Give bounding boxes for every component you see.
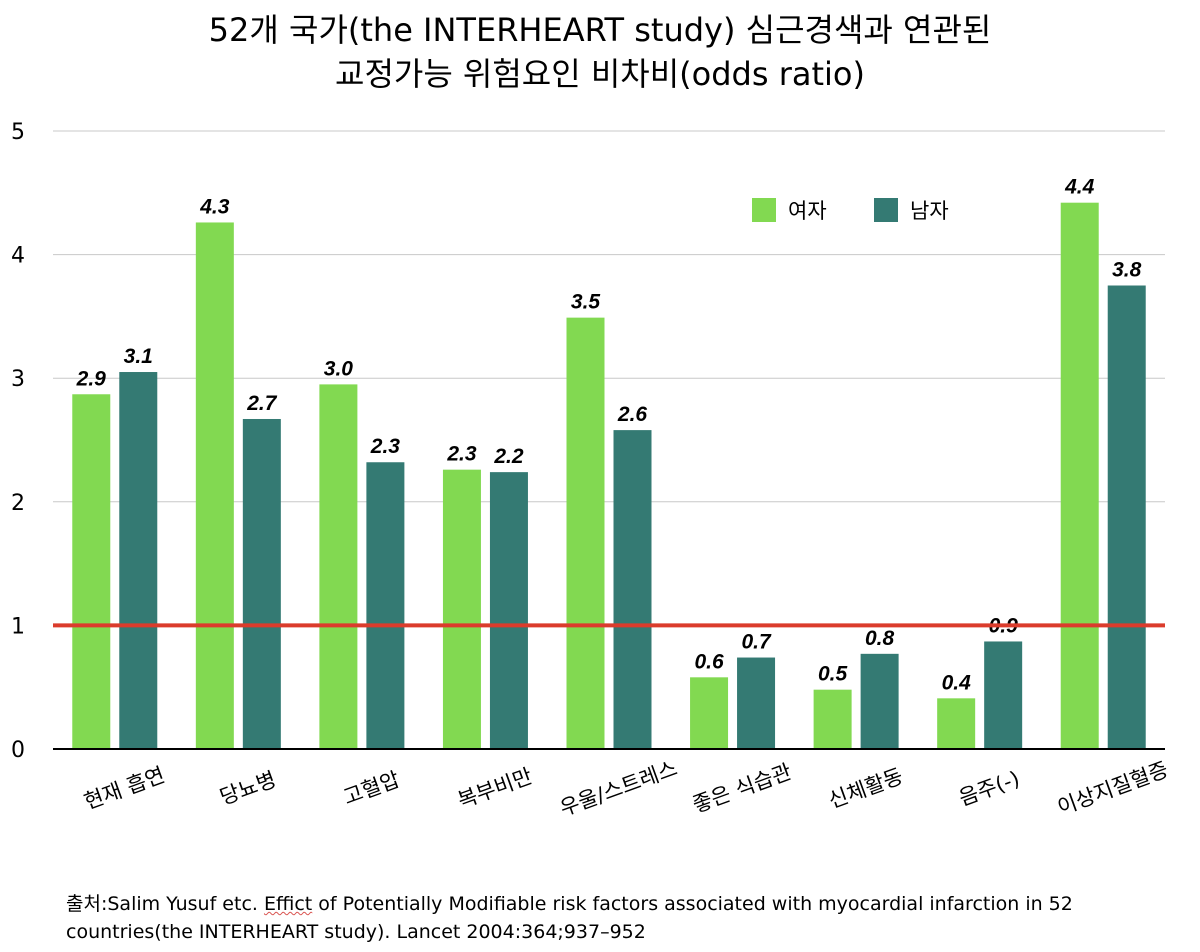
data-label: 0.7 <box>741 631 772 654</box>
x-tick-label: 현재 흡연 <box>81 763 168 814</box>
source-misspelled-word: Effict <box>263 893 313 915</box>
bar <box>242 418 281 749</box>
data-label: 2.3 <box>370 435 401 458</box>
x-tick-label: 신체활동 <box>825 764 906 813</box>
x-tick-label: 음주(-) <box>956 766 1023 810</box>
bar-chart: 0 1 2 3 4 5 2.9 3.1 현재 흡연 4.3 2.7 당뇨병 3.0 2.3 고혈압 2.3 2.… <box>11 120 1171 821</box>
data-label: 0.6 <box>694 650 724 673</box>
y-tick-label: 3 <box>11 367 25 392</box>
x-tick-label: 복부비만 <box>455 764 536 813</box>
x-tick-label: 좋은 식습관 <box>690 759 795 817</box>
y-tick-label: 1 <box>11 614 25 639</box>
legend-label: 남자 <box>910 199 949 223</box>
source-rest: of Potentially Modifiable risk factors a… <box>66 893 1073 943</box>
bar <box>1060 202 1099 750</box>
bar <box>1107 285 1146 749</box>
bar <box>613 430 652 749</box>
legend-label: 여자 <box>788 199 827 223</box>
bar <box>690 677 729 749</box>
bar <box>566 317 605 749</box>
bar <box>119 372 158 749</box>
data-label: 4.3 <box>199 195 230 218</box>
data-label: 3.1 <box>124 345 153 368</box>
bar <box>72 394 111 749</box>
chart-title-line-1: 52개 국가(the INTERHEART study) 심근경색과 연관된 <box>208 11 992 49</box>
bar <box>366 462 405 749</box>
y-tick-label: 4 <box>11 244 25 269</box>
data-label: 3.0 <box>324 357 354 380</box>
data-label: 2.6 <box>617 403 648 426</box>
bar <box>984 641 1023 749</box>
bar <box>860 653 899 749</box>
data-label: 0.4 <box>942 671 972 694</box>
data-label: 3.5 <box>571 291 601 314</box>
data-label: 4.4 <box>1064 176 1095 199</box>
bar <box>489 472 528 749</box>
bar <box>937 698 976 749</box>
data-label: 3.8 <box>1112 259 1142 282</box>
bar <box>737 657 776 749</box>
data-label: 2.3 <box>446 443 477 466</box>
chart-title-line-2: 교정가능 위험요인 비차비(odds ratio) <box>335 55 865 93</box>
data-label: 0.5 <box>818 663 848 686</box>
data-label: 2.9 <box>76 367 107 390</box>
x-tick-label: 우울/스트레스 <box>557 756 681 821</box>
data-label: 2.2 <box>493 445 524 468</box>
x-tick-label: 당뇨병 <box>217 767 280 809</box>
data-label: 0.8 <box>865 627 895 650</box>
y-tick-label: 2 <box>11 491 25 516</box>
source-citation: 출처:Salim Yusuf etc. Effict of Potentiall… <box>66 890 1146 946</box>
bar <box>319 384 358 749</box>
y-tick-label: 5 <box>11 120 25 145</box>
data-label: 2.7 <box>246 392 278 415</box>
x-tick-label: 고혈압 <box>340 767 403 809</box>
source-prefix: 출처:Salim Yusuf etc. <box>66 893 264 915</box>
y-tick-label: 0 <box>11 738 25 763</box>
legend-swatch <box>874 198 898 222</box>
bar <box>195 222 234 750</box>
bar <box>813 689 852 749</box>
legend-swatch <box>752 198 776 222</box>
bar <box>442 469 481 749</box>
x-tick-label: 이상지질혈증 <box>1054 757 1171 819</box>
chart-title: 52개 국가(the INTERHEART study) 심근경색과 연관된 교… <box>0 8 1200 96</box>
